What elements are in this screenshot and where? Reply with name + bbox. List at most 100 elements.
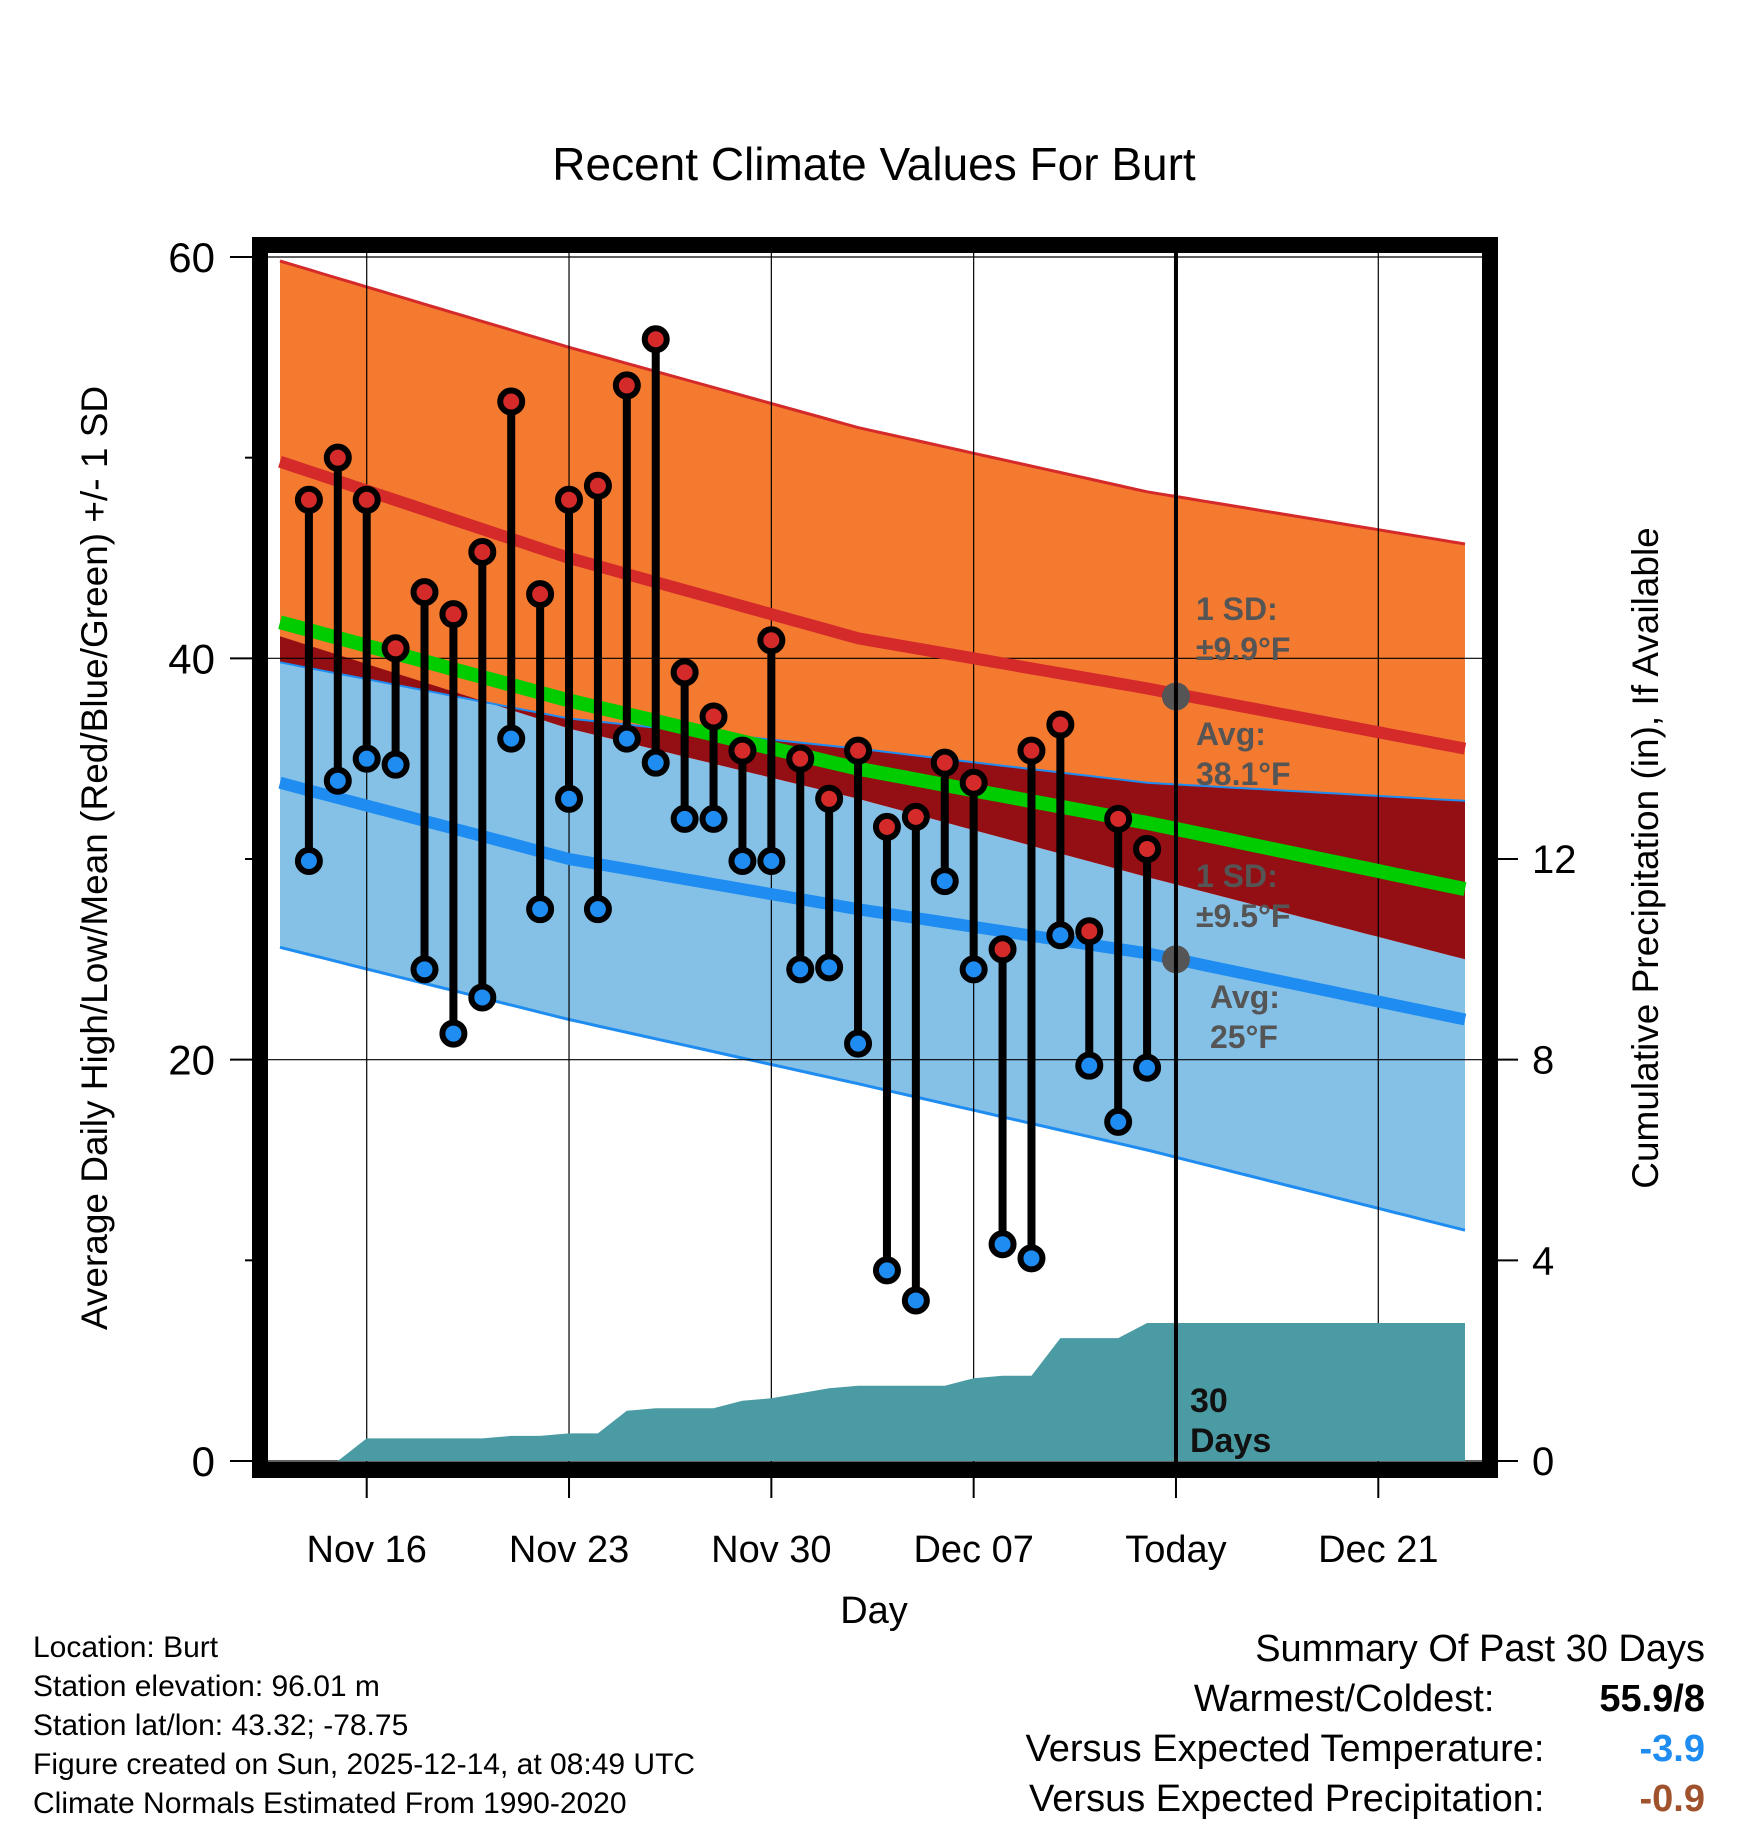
obs-low-point bbox=[381, 750, 410, 779]
y-tick-label-left: 40 bbox=[168, 635, 215, 682]
obs-low-point bbox=[1104, 1107, 1133, 1136]
obs-high-point bbox=[583, 471, 612, 500]
high-avg-label: Avg: bbox=[1196, 716, 1266, 752]
obs-high-point bbox=[352, 485, 381, 514]
plot-area: 1 SD: ±9.9°F Avg: 38.1°F 1 SD: ±9.5°F Avg: 25°F… bbox=[260, 245, 1490, 1470]
obs-high-point bbox=[699, 702, 728, 731]
obs-low-point bbox=[1017, 1244, 1046, 1273]
low-sd-value: ±9.5°F bbox=[1196, 898, 1290, 934]
obs-low-point bbox=[670, 804, 699, 833]
obs-high-point bbox=[468, 537, 497, 566]
obs-low-point bbox=[410, 955, 439, 984]
obs-high-point bbox=[1075, 917, 1104, 946]
normal-low-line bbox=[278, 776, 1467, 1026]
y-tick-label-left: 0 bbox=[192, 1438, 215, 1485]
obs-high-point bbox=[815, 784, 844, 813]
obs-low-point bbox=[959, 955, 988, 984]
x-tick-label: Dec 21 bbox=[1318, 1529, 1438, 1571]
obs-high-point bbox=[844, 736, 873, 765]
temp-label: Versus Expected Temperature: bbox=[1025, 1728, 1545, 1770]
obs-low-point bbox=[352, 744, 381, 773]
obs-high-point bbox=[323, 443, 352, 472]
warmest-value: 55.9/8 bbox=[1599, 1678, 1705, 1720]
x-tick-label: Nov 23 bbox=[509, 1529, 629, 1571]
obs-low-point bbox=[323, 766, 352, 795]
obs-low-point bbox=[872, 1256, 901, 1285]
y-tick-label-right: 0 bbox=[1532, 1440, 1554, 1484]
created-text: Figure created on Sun, 2025-12-14, at 08… bbox=[33, 1748, 696, 1781]
obs-low-point bbox=[468, 983, 497, 1012]
overlap-band bbox=[280, 636, 1465, 960]
obs-high-point bbox=[439, 600, 468, 629]
normal-mean-line bbox=[278, 615, 1467, 896]
obs-low-point bbox=[1133, 1053, 1162, 1082]
obs-high-point bbox=[757, 626, 786, 655]
location-text: Location: Burt bbox=[33, 1631, 219, 1664]
obs-low-point bbox=[757, 847, 786, 876]
summary-temp-row: Versus Expected Temperature: -3.9 bbox=[1026, 1724, 1705, 1774]
obs-high-point bbox=[1104, 804, 1133, 833]
obs-high-point bbox=[641, 325, 670, 354]
low-sd-label: 1 SD: bbox=[1196, 858, 1278, 894]
x-tick-label: Dec 07 bbox=[913, 1529, 1033, 1571]
obs-high-point bbox=[959, 768, 988, 797]
obs-low-point bbox=[930, 867, 959, 896]
obs-high-point bbox=[410, 578, 439, 607]
temp-value: -3.9 bbox=[1639, 1728, 1705, 1770]
obs-low-point bbox=[612, 724, 641, 753]
x-tick-label: Nov 30 bbox=[711, 1529, 831, 1571]
obs-high-point bbox=[901, 802, 930, 831]
obs-high-point bbox=[612, 371, 641, 400]
plot-frame bbox=[252, 237, 1498, 1478]
y-axis-label-right: Cumulative Precipitation (in), If Availa… bbox=[1625, 527, 1666, 1189]
obs-low-point bbox=[988, 1230, 1017, 1259]
warmest-label: Warmest/Coldest: bbox=[1193, 1678, 1495, 1720]
x-axis-label: Day bbox=[840, 1590, 908, 1632]
precip-value: -0.9 bbox=[1639, 1778, 1705, 1820]
obs-low-point bbox=[815, 953, 844, 982]
obs-high-point bbox=[294, 485, 323, 514]
obs-high-point bbox=[728, 736, 757, 765]
obs-low-point bbox=[786, 955, 815, 984]
high-avg-value: 38.1°F bbox=[1196, 756, 1291, 792]
station-info: Location: Burt Station elevation: 96.01 … bbox=[33, 1628, 695, 1823]
low-avg-label: Avg: bbox=[1210, 979, 1280, 1015]
obs-low-point bbox=[294, 847, 323, 876]
days-label-1: 30 bbox=[1190, 1382, 1228, 1420]
obs-high-point bbox=[381, 634, 410, 663]
normal-high-line bbox=[278, 456, 1467, 755]
y-tick-label-left: 60 bbox=[168, 234, 215, 281]
obs-high-point bbox=[1017, 736, 1046, 765]
obs-low-point bbox=[901, 1286, 930, 1315]
high-sd-band bbox=[280, 261, 1465, 801]
obs-low-point bbox=[583, 895, 612, 924]
obs-high-point bbox=[988, 935, 1017, 964]
obs-high-point bbox=[930, 748, 959, 777]
obs-low-point bbox=[497, 724, 526, 753]
y-tick-label-right: 8 bbox=[1532, 1039, 1554, 1083]
summary-title: Summary Of Past 30 Days bbox=[1255, 1628, 1705, 1670]
obs-high-point bbox=[526, 580, 555, 609]
plot-overlay: 0 20 40 60 0 4 8 12 Nov 16 Nov 23 Nov 30 Dec 07 Toda… bbox=[168, 234, 1576, 1571]
high-lower-edge bbox=[279, 661, 1466, 802]
obs-low-point bbox=[1075, 1051, 1104, 1080]
summary-warmest-row: Warmest/Coldest: 55.9/8 bbox=[1026, 1674, 1705, 1724]
obs-low-point bbox=[844, 1029, 873, 1058]
obs-high-point bbox=[1046, 710, 1075, 739]
latlon-text: Station lat/lon: 43.32; -78.75 bbox=[33, 1709, 409, 1742]
obs-low-point bbox=[526, 895, 555, 924]
precip-label: Versus Expected Precipitation: bbox=[1029, 1778, 1545, 1820]
obs-high-point bbox=[786, 744, 815, 773]
obs-high-point bbox=[1133, 834, 1162, 863]
summary-panel: Summary Of Past 30 Days Warmest/Coldest:… bbox=[1026, 1624, 1705, 1824]
obs-low-point bbox=[555, 784, 584, 813]
obs-high-point bbox=[555, 485, 584, 514]
obs-low-point bbox=[439, 1019, 468, 1048]
chart-title: Recent Climate Values For Burt bbox=[552, 138, 1196, 190]
high-sd-label: 1 SD: bbox=[1196, 591, 1278, 627]
obs-low-point bbox=[728, 847, 757, 876]
high-upper-edge bbox=[279, 259, 1466, 546]
y-axis-label-left: Average Daily High/Low/Mean (Red/Blue/Gr… bbox=[74, 386, 115, 1330]
elevation-text: Station elevation: 96.01 m bbox=[33, 1670, 380, 1703]
